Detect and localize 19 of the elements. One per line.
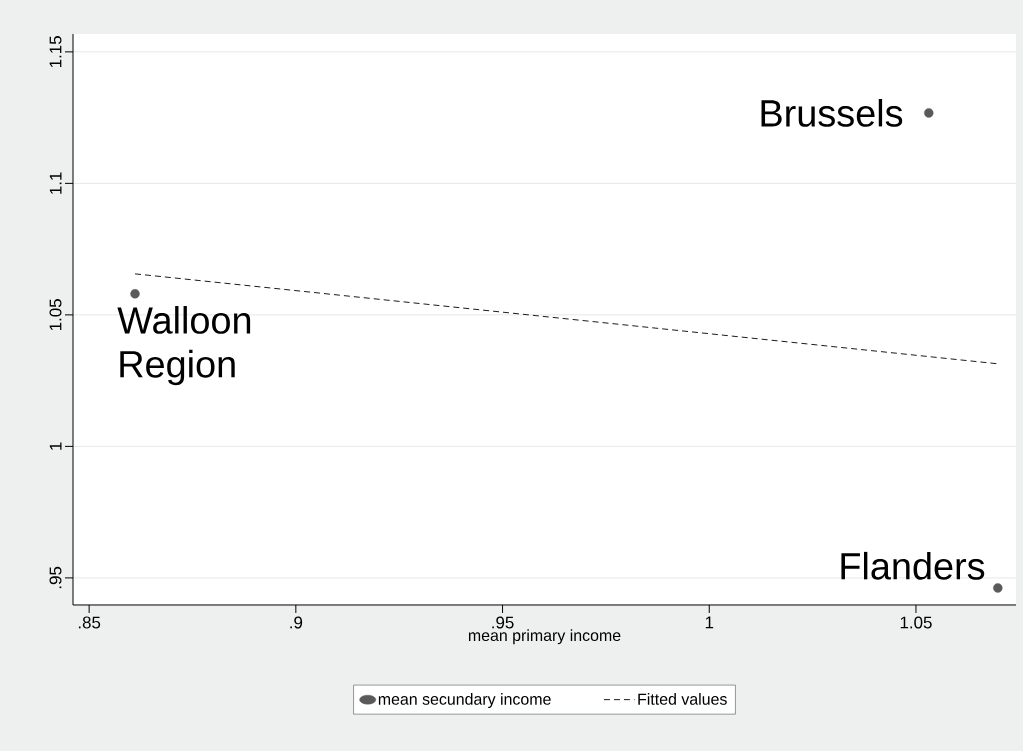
y-tick-label: .95 [49, 566, 62, 589]
point [993, 583, 1003, 593]
annotation: Walloon Region [117, 306, 251, 386]
y-tick-label: 1.15 [49, 36, 62, 68]
y-tick-label: 1 [49, 442, 62, 450]
x-tick-label: .9 [290, 616, 303, 629]
legend-label: Fitted values [638, 693, 727, 705]
annotation: Flanders [841, 551, 985, 580]
legend-label: mean secundary income [378, 693, 551, 708]
point [130, 289, 140, 299]
point [924, 108, 934, 118]
x-axis-title: mean primary income [468, 629, 621, 645]
annotation: Brussels [761, 98, 903, 127]
y-tick-label: 1.05 [49, 299, 62, 331]
x-tick-label: .85 [78, 616, 101, 629]
x-tick-label: 1.05 [900, 616, 932, 629]
y-tick-label: 1.1 [49, 172, 62, 194]
x-tick-label: .95 [492, 616, 514, 629]
x-tick-label: 1 [705, 616, 714, 629]
